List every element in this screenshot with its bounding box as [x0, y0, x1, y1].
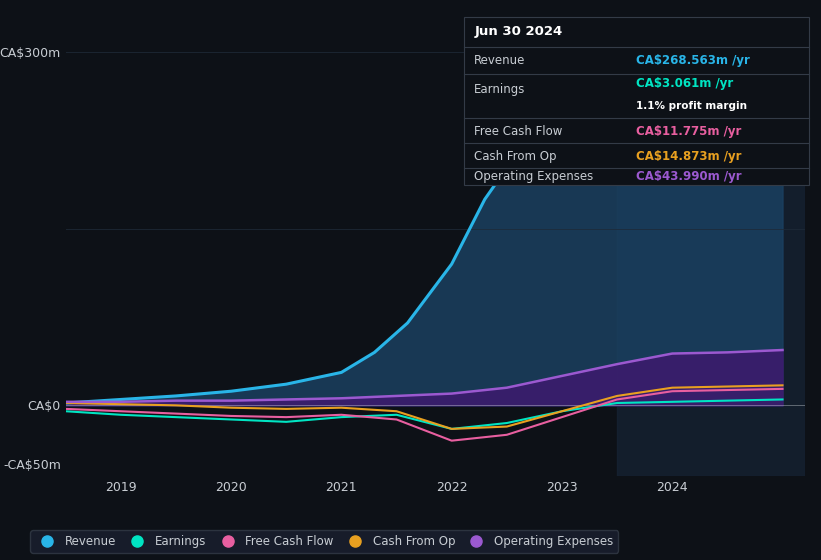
Text: CA$14.873m /yr: CA$14.873m /yr: [636, 150, 742, 163]
Text: Free Cash Flow: Free Cash Flow: [475, 124, 562, 138]
Text: CA$3.061m /yr: CA$3.061m /yr: [636, 77, 733, 91]
Text: CA$268.563m /yr: CA$268.563m /yr: [636, 54, 750, 67]
Text: Earnings: Earnings: [475, 82, 525, 96]
Bar: [617, 17, 805, 476]
Text: Jun 30 2024: Jun 30 2024: [475, 25, 562, 39]
Text: CA$43.990m /yr: CA$43.990m /yr: [636, 170, 742, 183]
Text: 1.1% profit margin: 1.1% profit margin: [636, 101, 747, 111]
Text: CA$11.775m /yr: CA$11.775m /yr: [636, 124, 741, 138]
Text: Operating Expenses: Operating Expenses: [475, 170, 594, 183]
Text: Revenue: Revenue: [475, 54, 525, 67]
Legend: Revenue, Earnings, Free Cash Flow, Cash From Op, Operating Expenses: Revenue, Earnings, Free Cash Flow, Cash …: [30, 530, 618, 553]
Text: Cash From Op: Cash From Op: [475, 150, 557, 163]
